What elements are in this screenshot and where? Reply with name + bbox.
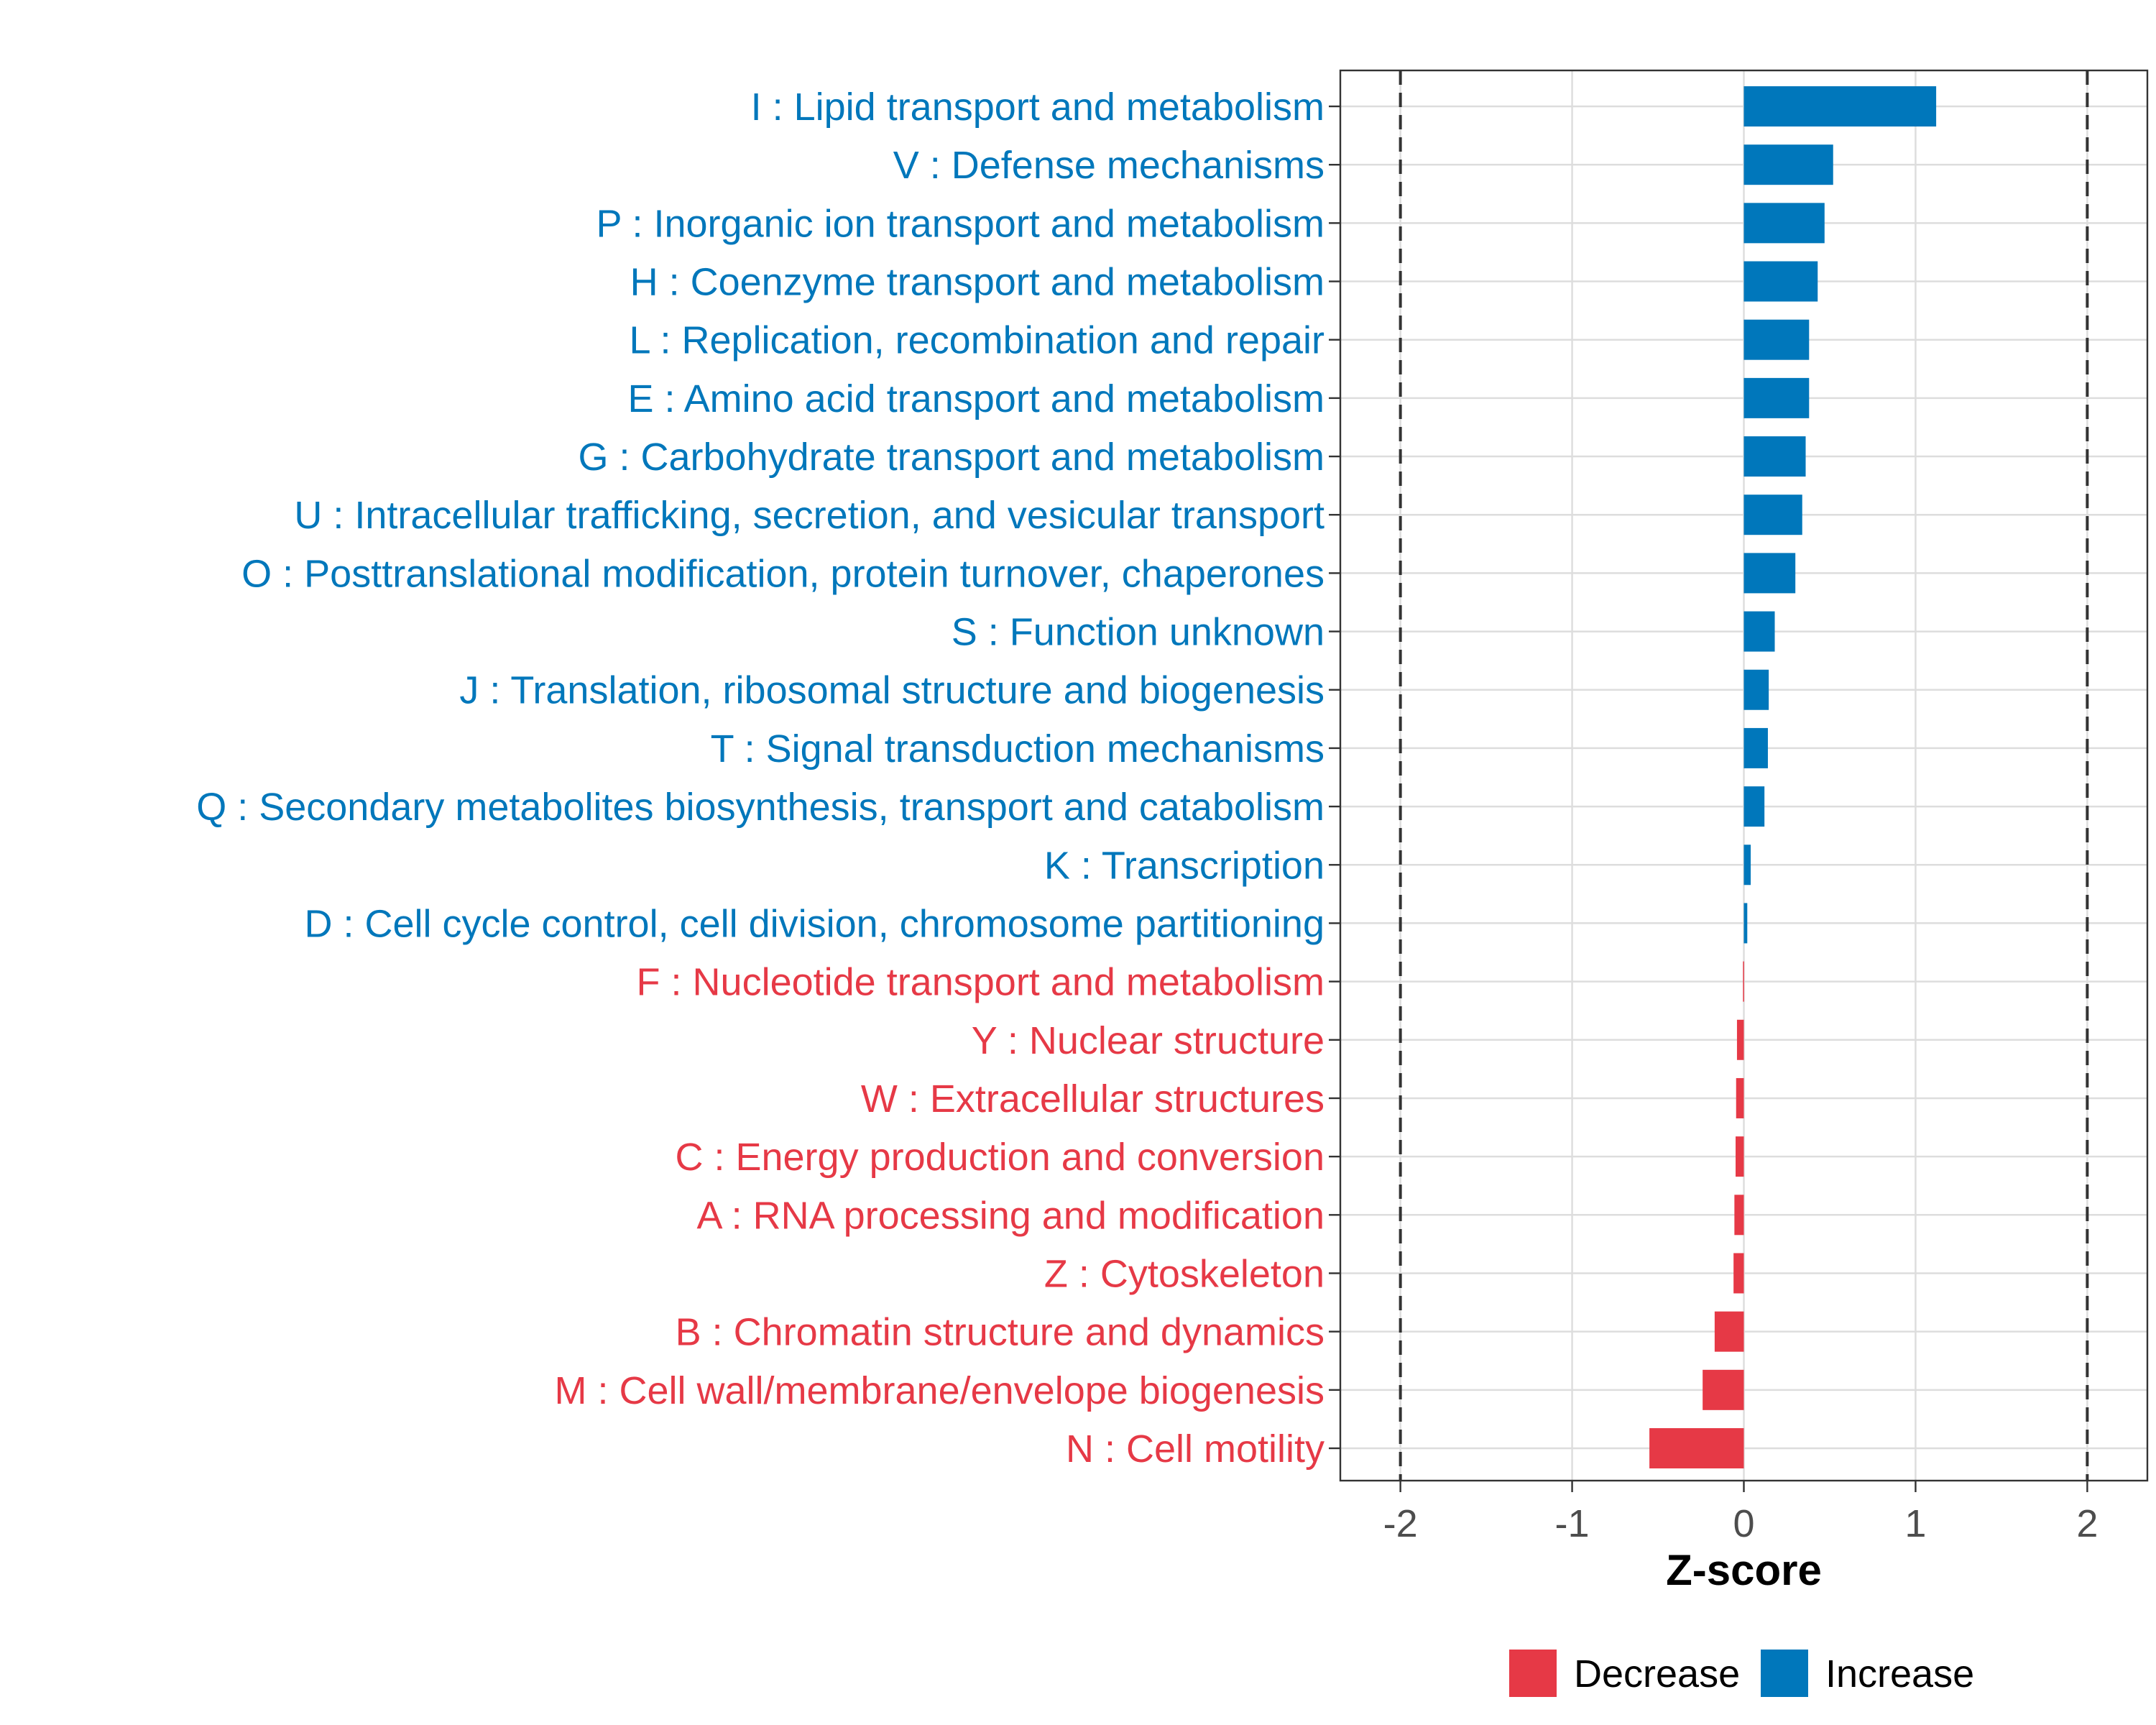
y-tick-label: G : Carbohydrate transport and metabolis…	[579, 436, 1325, 479]
bar	[1743, 669, 1769, 710]
y-tick-label: C : Energy production and conversion	[675, 1136, 1325, 1179]
y-tick-label: U : Intracellular trafficking, secretion…	[294, 494, 1325, 537]
y-tick-label: O : Posttranslational modification, prot…	[241, 552, 1325, 595]
bar	[1743, 203, 1825, 244]
y-tick-labels: I : Lipid transport and metabolism V : De…	[196, 86, 1325, 1471]
y-tick-label: I : Lipid transport and metabolism	[751, 86, 1325, 129]
y-tick-label: N : Cell motility	[1066, 1427, 1325, 1471]
y-tick-label: S : Function unknown	[952, 611, 1325, 654]
bar	[1734, 1195, 1744, 1236]
reference-lines	[1399, 70, 2089, 1481]
bar	[1736, 1136, 1744, 1177]
y-tick-label: W : Extracellular structures	[861, 1077, 1325, 1121]
bar	[1736, 1019, 1744, 1060]
bar	[1733, 1253, 1744, 1294]
x-tick-label: -1	[1555, 1502, 1590, 1545]
bar	[1743, 86, 1937, 126]
bar	[1743, 377, 1810, 418]
y-tick-label: B : Chromatin structure and dynamics	[676, 1311, 1325, 1354]
bar	[1649, 1428, 1744, 1468]
bar	[1743, 494, 1802, 535]
y-tick-label: Y : Nuclear structure	[972, 1019, 1325, 1062]
x-tick-label: 2	[2076, 1502, 2098, 1545]
bar	[1743, 961, 1744, 1002]
bar	[1743, 611, 1775, 652]
y-tick-label: M : Cell wall/membrane/envelope biogenes…	[554, 1369, 1325, 1412]
legend-label: Decrease	[1574, 1652, 1740, 1696]
bar	[1743, 786, 1765, 827]
legend-key	[1761, 1650, 1808, 1697]
bar	[1743, 553, 1796, 594]
bars	[1649, 86, 1937, 1468]
y-tick-label: A : RNA processing and modification	[697, 1194, 1325, 1237]
y-ticks	[1329, 105, 1340, 1450]
bar	[1714, 1311, 1744, 1352]
bar	[1743, 436, 1806, 477]
y-tick-label: K : Transcription	[1044, 844, 1325, 887]
bar	[1743, 903, 1748, 944]
y-tick-label: Z : Cytoskeleton	[1044, 1252, 1325, 1295]
y-tick-label: J : Translation, ribosomal structure and…	[459, 669, 1325, 712]
y-tick-label: P : Inorganic ion transport and metaboli…	[596, 202, 1325, 245]
y-tick-label: D : Cell cycle control, cell division, c…	[304, 902, 1325, 945]
bar	[1736, 1077, 1744, 1118]
x-axis-title: Z-score	[1666, 1546, 1822, 1594]
x-tick-label: 1	[1904, 1502, 1926, 1545]
y-tick-label: F : Nucleotide transport and metabolism	[637, 961, 1325, 1004]
legend-label: Increase	[1825, 1652, 1974, 1696]
y-tick-label: L : Replication, recombination and repai…	[629, 319, 1325, 362]
legend: Decrease Increase	[1509, 1650, 1974, 1697]
x-tick-label: 0	[1733, 1502, 1754, 1545]
y-tick-label: V : Defense mechanisms	[893, 144, 1325, 187]
x-ticks: -2 -1 0 1 2	[1383, 1481, 2098, 1545]
bar	[1743, 261, 1818, 302]
y-tick-label: T : Signal transduction mechanisms	[711, 727, 1325, 770]
bar	[1743, 144, 1833, 185]
bar	[1703, 1369, 1744, 1410]
bar	[1743, 727, 1768, 768]
y-tick-label: H : Coenzyme transport and metabolism	[630, 261, 1325, 304]
bar	[1743, 319, 1810, 360]
bar	[1743, 845, 1751, 886]
x-tick-label: -2	[1383, 1502, 1418, 1545]
legend-key	[1509, 1650, 1557, 1697]
y-tick-label: Q : Secondary metabolites biosynthesis, …	[196, 786, 1325, 829]
y-tick-label: E : Amino acid transport and metabolism	[628, 377, 1325, 420]
